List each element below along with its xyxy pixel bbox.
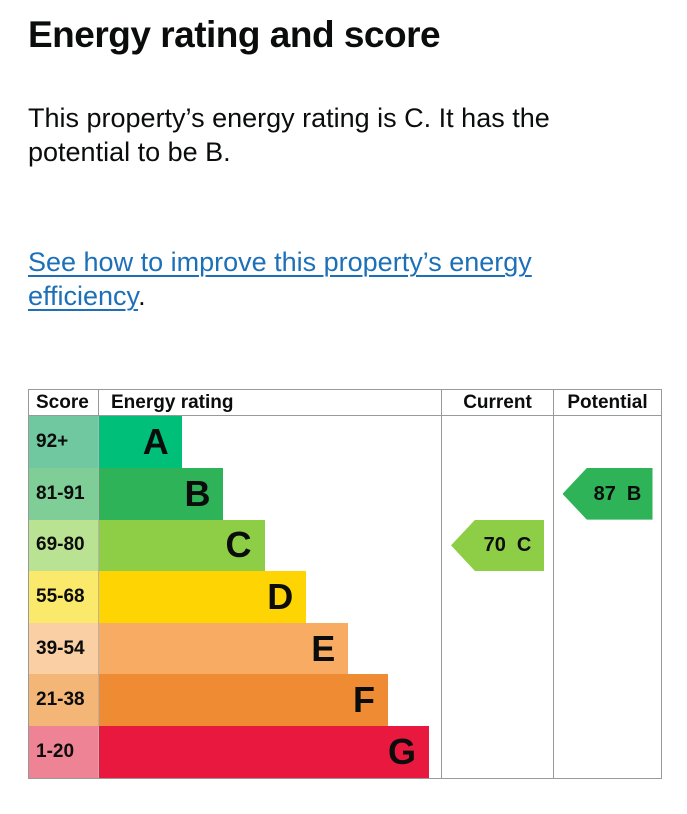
band-d-letter: D <box>267 576 294 618</box>
potential-column-header: Potential <box>553 390 661 417</box>
band-bar-cell-c: C <box>98 519 441 572</box>
current-cell-f <box>441 674 553 726</box>
potential-cell-e <box>553 622 661 675</box>
score-column-header: Score <box>29 390 98 417</box>
band-g-letter: G <box>388 730 417 772</box>
band-c-bar: C <box>99 519 265 572</box>
score-range-cell-a: 92+ <box>29 416 98 469</box>
score-range-cell-f: 21-38 <box>29 674 98 726</box>
band-a-letter: A <box>142 421 169 463</box>
band-bar-cell-e: E <box>98 622 441 675</box>
current-rating-arrow: 70 C <box>451 519 544 572</box>
band-a-bar: A <box>99 416 182 469</box>
current-column-header: Current <box>441 390 553 417</box>
band-c-letter: C <box>225 524 252 566</box>
band-e-bar: E <box>99 622 349 675</box>
band-f-letter: F <box>352 679 375 721</box>
page-title: Energy rating and score <box>28 14 441 55</box>
band-bar-cell-g: G <box>98 726 441 778</box>
potential-band: B <box>626 482 642 505</box>
score-range-cell-b: 81-91 <box>29 468 98 520</box>
potential-cell-c <box>553 519 661 572</box>
score-range-cell-g: 1-20 <box>29 726 98 778</box>
potential-cell-f <box>553 674 661 726</box>
energy-rating-description: This property’s energy rating is C. It h… <box>28 103 550 168</box>
link-period: . <box>138 281 146 312</box>
current-cell-b <box>441 468 553 520</box>
band-bar-cell-f: F <box>98 674 441 726</box>
energy-rating-column-header: Energy rating <box>98 390 441 417</box>
potential-rating-arrow: 87 B <box>562 468 653 520</box>
current-band: C <box>516 534 532 557</box>
improve-efficiency-link-line: See how to improve this property’s energ… <box>28 245 646 313</box>
band-bar-cell-a: A <box>98 416 441 469</box>
potential-score: 87 <box>593 482 616 505</box>
potential-cell-d <box>553 571 661 623</box>
energy-rating-chart: Score Energy rating Current Potential 92… <box>28 389 662 779</box>
band-bar-cell-b: B <box>98 468 441 520</box>
score-range-cell-d: 55-68 <box>29 571 98 623</box>
band-d-bar: D <box>99 571 307 623</box>
current-cell-g <box>441 726 553 778</box>
band-bar-cell-d: D <box>98 571 441 623</box>
improve-efficiency-link[interactable]: See how to improve this property’s energ… <box>28 247 532 312</box>
band-g-bar: G <box>99 726 430 778</box>
band-f-bar: F <box>99 674 388 726</box>
score-range-cell-e: 39-54 <box>29 622 98 675</box>
band-b-letter: B <box>184 472 211 514</box>
current-cell-a <box>441 416 553 469</box>
band-e-letter: E <box>311 627 336 669</box>
potential-cell-g <box>553 726 661 778</box>
band-b-bar: B <box>99 468 224 520</box>
page-content: Energy rating and score This property’s … <box>0 14 687 779</box>
current-cell-e <box>441 622 553 675</box>
potential-cell-b: 87 B <box>553 468 661 520</box>
score-range-cell-c: 69-80 <box>29 519 98 572</box>
potential-cell-a <box>553 416 661 469</box>
current-cell-c: 70 C <box>441 519 553 572</box>
current-cell-d <box>441 571 553 623</box>
current-score: 70 <box>483 534 506 557</box>
